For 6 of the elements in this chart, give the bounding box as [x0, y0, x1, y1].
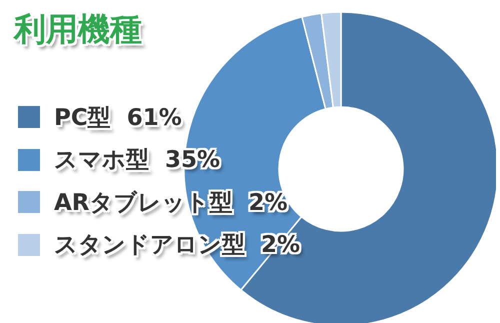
data-label: 61% — [126, 104, 182, 131]
chart-title: 利用機種 — [14, 9, 142, 50]
legend-label: スマホ型 — [54, 147, 149, 174]
legend-label: ARタブレット型 — [54, 190, 233, 216]
data-label: 2% — [248, 190, 288, 216]
legend-label: PC型 — [54, 104, 111, 131]
